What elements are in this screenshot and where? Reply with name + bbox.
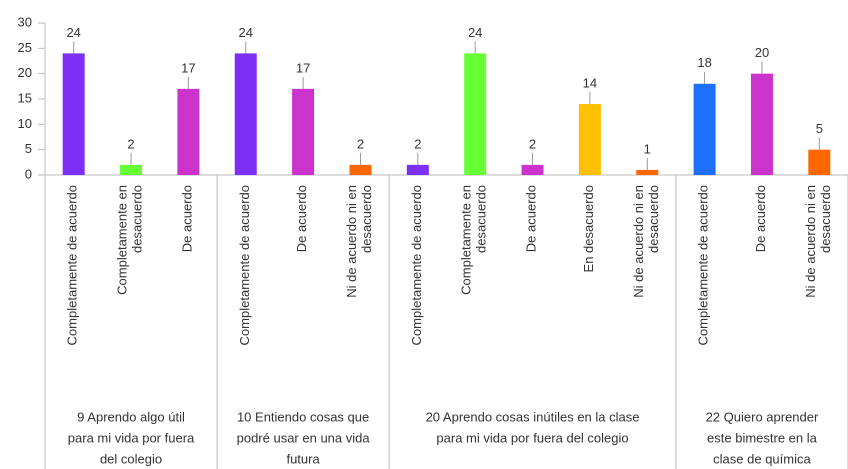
- x-tick-label: Ni de acuerdo ni endesacuerdo: [803, 185, 833, 298]
- data-label: 2: [529, 136, 536, 151]
- bar: [578, 104, 601, 175]
- group-label: para mi vida por fuera: [68, 430, 195, 445]
- data-label: 17: [181, 60, 195, 75]
- bar: [464, 53, 487, 175]
- x-tick-label: De acuerdo: [524, 185, 539, 252]
- x-tick-label-line: En desacuerdo: [581, 185, 596, 272]
- data-label: 18: [697, 55, 711, 70]
- x-tick-label: De acuerdo: [295, 185, 310, 252]
- data-label: 1: [644, 141, 651, 156]
- x-tick-label-line: De acuerdo: [180, 185, 195, 252]
- x-tick-label: Ni de acuerdo ni endesacuerdo: [344, 185, 374, 298]
- data-label: 2: [127, 136, 134, 151]
- x-tick-label: De acuerdo: [753, 185, 768, 252]
- x-tick-label: Completamente endesacuerdo: [459, 185, 489, 295]
- group-label: 10 Entiendo cosas que: [237, 409, 369, 424]
- data-label: 2: [357, 136, 364, 151]
- data-label: 24: [468, 25, 482, 40]
- bar: [349, 164, 372, 175]
- x-tick-label-line: desacuerdo: [130, 185, 145, 253]
- x-tick-label-line: Completamente de acuerdo: [237, 185, 252, 345]
- x-tick-label-line: Ni de acuerdo ni en: [803, 185, 818, 298]
- x-tick-label-line: desacuerdo: [646, 185, 661, 253]
- x-tick-label-line: De acuerdo: [524, 185, 539, 252]
- x-tick-label: Ni de acuerdo ni endesacuerdo: [631, 185, 661, 298]
- group-label: futura: [286, 451, 320, 466]
- x-tick-label-line: Completamente de acuerdo: [65, 185, 80, 345]
- bar: [750, 73, 773, 175]
- bar: [636, 169, 659, 175]
- group-label: 22 Quiero aprender: [706, 409, 819, 424]
- data-label: 20: [755, 45, 769, 60]
- x-tick-label-line: Ni de acuerdo ni en: [344, 185, 359, 298]
- data-label: 24: [66, 25, 80, 40]
- bar: [521, 164, 544, 175]
- bar: [177, 88, 200, 175]
- group-label: podré usar en una vida: [237, 430, 371, 445]
- x-tick-label-line: Completamente en: [459, 185, 474, 295]
- x-tick-label: Completamente de acuerdo: [237, 185, 252, 345]
- data-label: 17: [296, 60, 310, 75]
- group-label: 20 Aprendo cosas inútiles en la clase: [426, 409, 640, 424]
- y-tick-label: 30: [18, 14, 32, 29]
- x-tick-label-line: De acuerdo: [753, 185, 768, 252]
- x-tick-label: En desacuerdo: [581, 185, 596, 272]
- bar: [808, 149, 831, 175]
- x-tick-label-line: desacuerdo: [359, 185, 374, 253]
- y-tick-label: 15: [18, 90, 32, 105]
- data-label: 24: [239, 25, 253, 40]
- x-tick-label-line: De acuerdo: [295, 185, 310, 252]
- x-tick-label-line: desacuerdo: [474, 185, 489, 253]
- data-label: 2: [414, 136, 421, 151]
- x-tick-label-line: Ni de acuerdo ni en: [631, 185, 646, 298]
- group-label: este bimestre en la: [707, 430, 818, 445]
- x-tick-label-line: desacuerdo: [818, 185, 833, 253]
- x-tick-label: Completamente de acuerdo: [696, 185, 711, 345]
- data-label: 14: [583, 76, 597, 91]
- group-label: para mi vida por fuera del colegio: [436, 430, 628, 445]
- y-tick-label: 5: [25, 141, 32, 156]
- bar: [406, 164, 429, 175]
- x-tick-label: Completamente de acuerdo: [65, 185, 80, 345]
- x-tick-label-line: Completamente de acuerdo: [409, 185, 424, 345]
- group-label: clase de química: [713, 451, 811, 466]
- group-label: 9 Aprendo algo útil: [77, 409, 185, 424]
- data-label: 5: [816, 121, 823, 136]
- y-tick-label: 0: [25, 166, 32, 181]
- group-label: del colegio: [100, 451, 162, 466]
- bar: [120, 164, 143, 175]
- bar: [234, 53, 257, 175]
- y-tick-label: 20: [18, 65, 32, 80]
- x-tick-label: Completamente de acuerdo: [409, 185, 424, 345]
- x-tick-label: De acuerdo: [180, 185, 195, 252]
- y-tick-label: 25: [18, 40, 32, 55]
- y-tick-label: 10: [18, 116, 32, 131]
- x-tick-label: Completamente endesacuerdo: [115, 185, 145, 295]
- bar: [62, 53, 85, 175]
- x-tick-label-line: Completamente en: [115, 185, 130, 295]
- bar: [693, 83, 716, 175]
- bar: [292, 88, 315, 175]
- x-tick-label-line: Completamente de acuerdo: [696, 185, 711, 345]
